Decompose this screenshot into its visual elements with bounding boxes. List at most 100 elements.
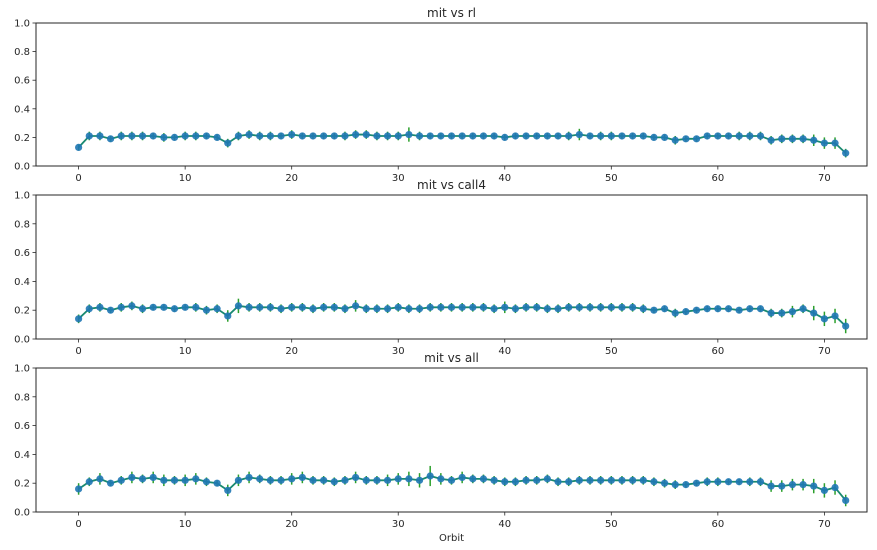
data-point — [85, 132, 93, 140]
data-point — [831, 312, 839, 320]
data-point — [586, 303, 594, 311]
data-point — [820, 315, 828, 323]
data-point — [533, 476, 541, 484]
data-point — [639, 476, 647, 484]
data-point — [117, 303, 125, 311]
x-tick-label: 10 — [179, 346, 192, 357]
data-point — [778, 482, 786, 490]
data-point — [277, 476, 285, 484]
data-point — [639, 305, 647, 313]
data-point — [565, 478, 573, 486]
data-point — [128, 132, 136, 140]
data-point — [320, 132, 328, 140]
data-point — [724, 478, 733, 486]
data-point — [746, 478, 754, 486]
data-point — [501, 478, 509, 486]
data-point — [245, 473, 253, 482]
data-point — [138, 475, 147, 483]
axes-frame — [35, 22, 868, 167]
chart-panel-3: mit vs all 0.0 0.2 0.4 0.6 0.8 1.0 0 10 20 30 40 50 6… — [14, 351, 868, 544]
data-point — [788, 481, 797, 489]
data-point — [149, 473, 157, 482]
data-point — [458, 132, 466, 140]
data-point — [352, 473, 360, 482]
data-point — [767, 309, 775, 317]
data-point — [586, 132, 594, 140]
axes-frame — [35, 194, 868, 340]
y-tick-label: 0.8 — [14, 47, 30, 58]
data-point — [682, 135, 690, 143]
data-point — [149, 303, 157, 311]
data-point — [575, 476, 583, 484]
x-tick-label: 50 — [605, 173, 618, 184]
data-point — [320, 476, 328, 484]
data-point — [682, 308, 690, 316]
data-point — [288, 130, 296, 139]
data-point — [234, 132, 243, 140]
data-point — [330, 478, 338, 486]
data-point — [714, 305, 722, 313]
data-point — [405, 130, 413, 139]
data-point — [565, 132, 573, 140]
data-point — [256, 475, 264, 483]
data-point — [724, 305, 733, 313]
data-point — [447, 303, 456, 311]
data-point — [309, 132, 317, 140]
x-tick-label: 20 — [285, 346, 298, 357]
data-point — [756, 132, 765, 140]
data-point — [192, 132, 200, 140]
data-point — [767, 136, 775, 144]
data-point — [522, 303, 530, 311]
data-point — [799, 481, 807, 489]
x-tick-label: 0 — [75, 519, 81, 530]
data-point — [106, 479, 115, 487]
data-point — [788, 308, 797, 316]
data-point — [437, 132, 445, 140]
y-tick-label: 0.6 — [14, 421, 30, 432]
data-point — [746, 305, 754, 313]
x-tick-label: 0 — [75, 173, 81, 184]
data-point — [138, 132, 147, 140]
data-point — [575, 303, 583, 311]
data-point — [586, 476, 594, 484]
data-point — [842, 149, 850, 157]
data-point — [352, 302, 360, 310]
x-tick-label: 40 — [498, 173, 511, 184]
data-point — [533, 132, 541, 140]
data-point — [831, 483, 839, 492]
data-point — [479, 132, 488, 140]
data-point — [607, 303, 615, 311]
data-point — [234, 302, 243, 310]
x-tick-label: 60 — [711, 173, 724, 184]
data-point — [426, 132, 434, 140]
y-tick-label: 0.0 — [14, 335, 30, 346]
data-point — [106, 306, 115, 314]
data-point — [810, 309, 818, 317]
data-point — [383, 305, 392, 313]
data-point — [160, 303, 168, 311]
data-point — [138, 305, 147, 313]
data-point — [437, 475, 445, 483]
data-point — [330, 132, 338, 140]
data-point — [405, 475, 413, 483]
data-point — [320, 303, 328, 311]
data-point — [479, 303, 488, 311]
data-point — [703, 305, 711, 313]
data-point — [75, 143, 83, 152]
data-point — [149, 132, 157, 140]
data-point — [490, 305, 498, 313]
data-point — [160, 476, 168, 484]
x-tick-label: 50 — [605, 519, 618, 530]
data-point — [607, 132, 615, 140]
chart-title: mit vs rl — [427, 6, 476, 20]
data-point — [692, 479, 701, 487]
chart-panel-2: mit vs call4 0.0 0.2 0.4 0.6 0.8 1.0 0 10 20 30 40 5… — [14, 178, 868, 357]
data-point — [373, 305, 381, 313]
data-point — [629, 476, 637, 484]
data-point — [85, 305, 93, 313]
data-point — [245, 303, 253, 311]
data-point — [831, 139, 839, 147]
data-point — [96, 303, 104, 311]
data-point — [309, 305, 317, 313]
data-point — [426, 303, 434, 311]
